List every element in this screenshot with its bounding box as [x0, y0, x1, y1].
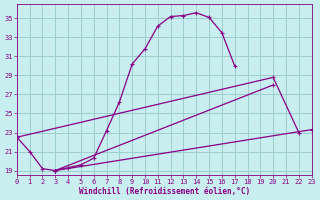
X-axis label: Windchill (Refroidissement éolien,°C): Windchill (Refroidissement éolien,°C) — [79, 187, 250, 196]
